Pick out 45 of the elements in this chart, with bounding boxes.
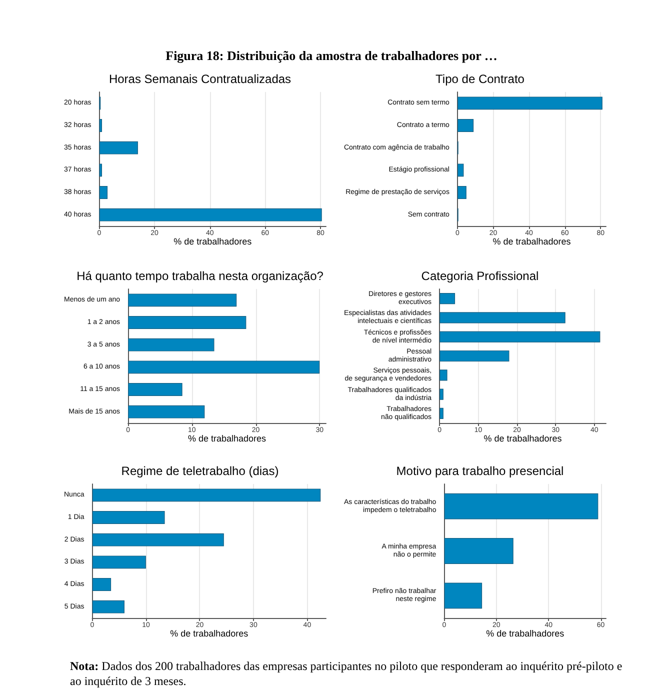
bar	[99, 141, 138, 154]
chart-title: Regime de teletrabalho (dias)	[121, 464, 279, 478]
text: Nota: Dados dos 200 trabalhadores das empresas participantes no piloto que responderam ao inquérito pré-piloto e ao inquérito de 3 meses.	[70, 659, 624, 689]
x-axis-title: % de trabalhadores	[486, 628, 565, 638]
bar	[440, 350, 510, 362]
bar	[440, 370, 448, 381]
text: Figura 18: Distribuição da amostra de trabalhadores por …	[164, 48, 498, 64]
bar	[444, 493, 598, 520]
bar	[92, 556, 146, 569]
bar	[457, 96, 602, 110]
bar	[92, 578, 112, 591]
bar	[99, 186, 108, 199]
bar	[99, 164, 102, 177]
bar	[444, 538, 514, 564]
bar	[99, 119, 102, 132]
x-axis-title: % de trabalhadores	[170, 628, 249, 638]
chart-title: Há quanto tempo trabalha nesta organização?	[76, 269, 324, 283]
x-axis-title: % de trabalhadores	[484, 434, 562, 444]
bar	[457, 186, 466, 199]
bar	[92, 600, 124, 614]
bar	[128, 405, 205, 418]
chart-title: Tipo de Contrato	[436, 72, 525, 86]
bar	[128, 338, 214, 352]
chart-title: Motivo para trabalho presencial	[396, 464, 564, 478]
bar	[128, 316, 246, 329]
bar	[457, 119, 474, 132]
bar	[440, 331, 600, 342]
bar	[128, 383, 182, 396]
bar	[92, 511, 165, 524]
bar	[128, 294, 237, 307]
bar	[440, 312, 566, 324]
bar	[92, 533, 224, 546]
bar	[92, 488, 321, 502]
bar	[444, 582, 482, 609]
bar	[440, 388, 444, 400]
x-axis-title: % de trabalhadores	[174, 236, 252, 246]
bar	[99, 208, 322, 222]
chart-title: Horas Semanais Contratualizadas	[108, 72, 292, 86]
bar	[128, 360, 320, 374]
x-axis-title: % de trabalhadores	[492, 236, 572, 246]
bar	[457, 164, 464, 177]
bar	[440, 408, 444, 419]
bar	[440, 293, 456, 304]
chart-title: Categoria Profissional	[421, 269, 539, 283]
x-axis-title: % de trabalhadores	[188, 434, 267, 444]
